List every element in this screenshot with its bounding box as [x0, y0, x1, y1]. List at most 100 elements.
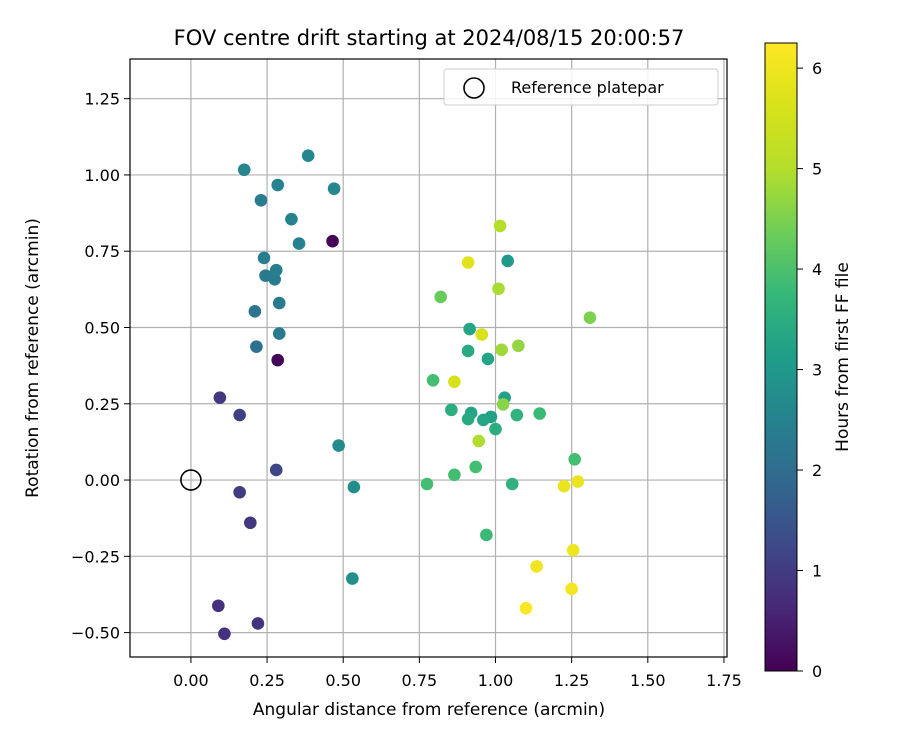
data-point — [481, 352, 495, 366]
data-point — [272, 296, 286, 310]
data-point — [332, 439, 345, 452]
x-tick-label: 1.75 — [706, 671, 742, 690]
data-point — [475, 328, 489, 341]
data-point — [269, 463, 283, 477]
y-axis-ticks: −0.50 −0.25 0.00 0.25 0.50 0.75 1.00 1.25 — [71, 90, 130, 643]
data-point — [480, 528, 493, 542]
data-point — [496, 398, 510, 411]
data-point — [512, 339, 525, 353]
x-axis-label: Angular distance from reference (arcmin) — [253, 700, 605, 720]
data-point — [557, 479, 571, 493]
x-tick-label: 0.25 — [249, 671, 285, 690]
data-point — [469, 460, 483, 474]
data-point — [248, 305, 262, 318]
data-points — [212, 149, 597, 641]
data-point — [505, 477, 519, 491]
legend-marker-icon — [463, 77, 485, 99]
data-point — [233, 408, 246, 422]
data-point — [566, 543, 580, 557]
data-point — [426, 373, 440, 387]
x-tick-label: 0.50 — [325, 671, 361, 690]
colorbar-tick-label: 5 — [812, 160, 822, 179]
y-axis-label: Rotation from reference (arcmin) — [23, 218, 43, 498]
data-point — [272, 327, 286, 340]
colorbar-tick-label: 1 — [812, 562, 822, 581]
data-point — [463, 322, 476, 336]
data-point — [510, 408, 524, 422]
data-point — [445, 403, 458, 417]
reference-platepar-marker — [180, 469, 202, 491]
data-point — [495, 343, 508, 357]
data-point — [461, 412, 475, 426]
data-point — [493, 219, 507, 233]
colorbar — [764, 42, 798, 672]
colorbar-tick-label: 4 — [812, 260, 822, 279]
data-point — [237, 163, 251, 177]
data-point — [326, 234, 339, 248]
data-point — [477, 413, 490, 427]
data-point — [250, 340, 263, 354]
data-point — [448, 468, 461, 482]
y-tick-label: 0.00 — [84, 471, 120, 490]
data-point — [251, 617, 265, 630]
colorbar-label: Hours from first FF file — [833, 262, 853, 452]
colorbar-tick-label: 2 — [812, 461, 822, 480]
data-point — [492, 282, 505, 296]
colorbar-tick-label: 3 — [812, 361, 822, 380]
data-point — [420, 477, 434, 491]
y-tick-label: −0.50 — [71, 624, 120, 643]
data-point — [347, 480, 361, 494]
data-point — [212, 599, 225, 613]
data-point — [461, 344, 475, 358]
data-point — [218, 627, 231, 641]
colorbar-tick-label: 0 — [812, 662, 822, 681]
data-point — [565, 582, 578, 596]
data-point — [568, 452, 582, 466]
data-point — [346, 572, 359, 585]
data-point — [571, 475, 585, 488]
y-tick-label: 0.25 — [84, 395, 120, 414]
legend: Reference platepar — [443, 68, 719, 106]
x-tick-label: 1.00 — [478, 671, 514, 690]
data-point — [327, 182, 341, 195]
data-point — [489, 422, 502, 436]
x-tick-label: 0.00 — [173, 671, 209, 690]
data-point — [533, 407, 546, 420]
data-point — [269, 263, 283, 277]
data-point — [285, 212, 298, 226]
colorbar-ticks: 0 1 2 3 4 5 6 — [797, 59, 822, 681]
x-tick-label: 0.75 — [402, 671, 438, 690]
x-axis-ticks: 0.00 0.25 0.50 0.75 1.00 1.25 1.50 1.75 — [173, 657, 742, 690]
data-point — [213, 391, 227, 404]
x-tick-label: 1.50 — [630, 671, 666, 690]
data-point — [257, 251, 271, 265]
grid-lines — [130, 59, 727, 657]
data-point — [530, 560, 543, 573]
plot-frame — [129, 58, 728, 658]
data-point — [472, 434, 486, 448]
data-point — [519, 601, 533, 615]
data-point — [271, 178, 285, 192]
data-point — [292, 237, 306, 250]
legend-box — [443, 68, 719, 106]
legend-entry-label: Reference platepar — [511, 78, 664, 97]
data-point — [501, 254, 514, 268]
data-point — [233, 485, 246, 499]
x-tick-label: 1.25 — [554, 671, 590, 690]
y-tick-label: 1.00 — [84, 166, 120, 185]
data-point — [448, 375, 461, 389]
y-tick-label: −0.25 — [71, 547, 120, 566]
colorbar-tick-label: 6 — [812, 59, 822, 78]
data-point — [461, 256, 475, 269]
data-point — [434, 290, 447, 304]
chart-title: FOV centre drift starting at 2024/08/15 … — [174, 26, 685, 50]
y-tick-label: 1.25 — [84, 90, 120, 109]
data-point — [271, 353, 285, 367]
y-tick-label: 0.75 — [84, 242, 120, 261]
data-point — [301, 149, 315, 163]
data-point — [254, 193, 268, 207]
data-point — [244, 516, 257, 530]
data-point — [583, 311, 597, 325]
y-tick-label: 0.50 — [84, 318, 120, 337]
